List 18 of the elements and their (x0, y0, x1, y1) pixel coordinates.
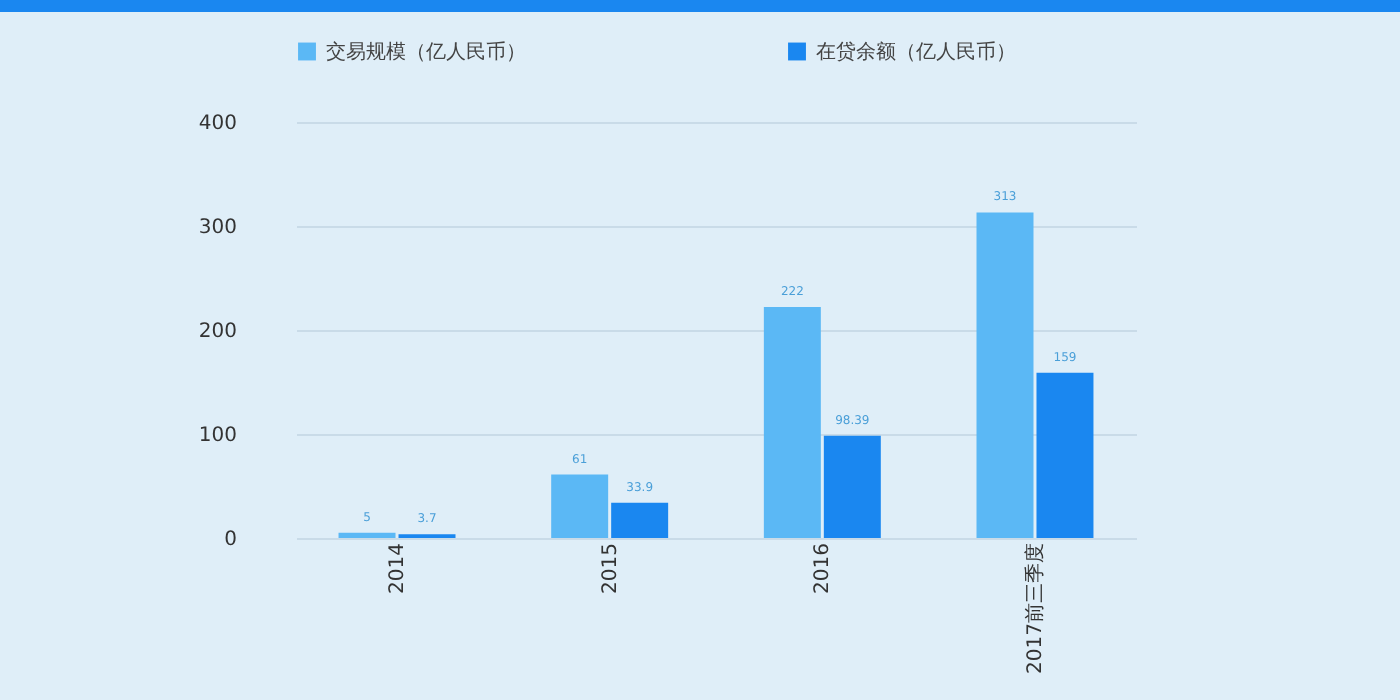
bar (551, 474, 609, 538)
x-tick-label: 2015 (599, 543, 622, 594)
bar (823, 435, 881, 538)
legend-label: 交易规模（亿人民币） (326, 39, 526, 64)
x-tick-label: 2016 (812, 543, 835, 594)
y-tick-label: 400 (198, 113, 237, 135)
x-tick-label: 2017前三季度 (1022, 543, 1047, 674)
bar (611, 502, 669, 538)
x-tick-label: 2014 (387, 543, 410, 594)
y-tick-label: 100 (198, 425, 237, 447)
bar (763, 307, 821, 538)
y-tick-label: 0 (224, 529, 237, 551)
y-tick-label: 200 (198, 321, 237, 343)
bar (976, 212, 1034, 538)
bar (338, 532, 396, 538)
bar (1036, 372, 1094, 538)
y-tick-label: 300 (198, 217, 237, 239)
legend-label: 在贷余额（亿人民币） (816, 39, 1016, 64)
